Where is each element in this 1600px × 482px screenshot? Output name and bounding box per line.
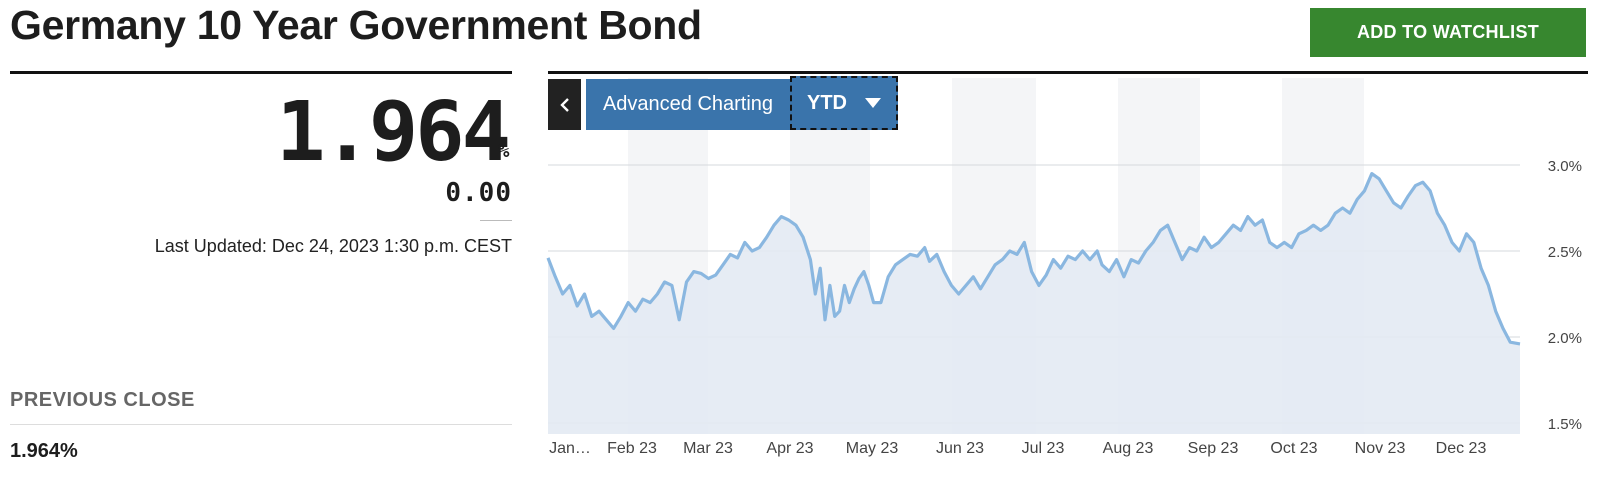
y-tick-label: 2.0% [1548,330,1582,347]
x-tick-label: Mar 23 [683,440,733,457]
yield-line [546,172,1521,346]
change-underline [480,220,512,221]
x-tick-label: Sep 23 [1188,440,1239,457]
advanced-charting-button[interactable]: Advanced Charting [586,79,790,130]
previous-close-label: PREVIOUS CLOSE [10,389,195,411]
range-select-label: YTD [807,91,847,114]
x-tick-label: Dec 23 [1436,440,1487,457]
x-tick-label: Feb 23 [607,440,657,457]
caret-down-icon [865,98,881,108]
y-tick-label: 2.5% [1548,244,1582,261]
divider-right [548,71,1588,74]
chevron-left-icon [559,97,569,112]
page-title: Germany 10 Year Government Bond [10,2,702,48]
bond-yield-unit: % [498,140,510,162]
yield-area [548,173,1520,434]
y-tick-label: 1.5% [1548,416,1582,433]
divider-left [10,71,512,74]
x-tick-label: Aug 23 [1103,440,1154,457]
x-tick-label: Jun 23 [936,440,984,457]
x-tick-label: May 23 [846,440,899,457]
previous-close-divider [10,424,512,425]
y-tick-label: 3.0% [1548,158,1582,175]
yield-change: 0.00 [445,178,512,208]
range-select[interactable]: YTD [790,76,898,130]
x-tick-label: Jul 23 [1022,440,1065,457]
previous-close-value: 1.964% [10,440,78,462]
bond-yield-value: 1.964 [276,85,511,180]
x-tick-label: Apr 23 [766,440,813,457]
advanced-charting-label: Advanced Charting [602,93,774,115]
chart-back-button[interactable] [548,79,581,130]
add-to-watchlist-button[interactable]: ADD TO WATCHLIST [1310,8,1586,57]
last-updated: Last Updated: Dec 24, 2023 1:30 p.m. CES… [154,236,512,256]
x-tick-label: Jan… [549,440,591,457]
x-tick-label: Nov 23 [1355,440,1406,457]
x-tick-label: Oct 23 [1270,440,1317,457]
